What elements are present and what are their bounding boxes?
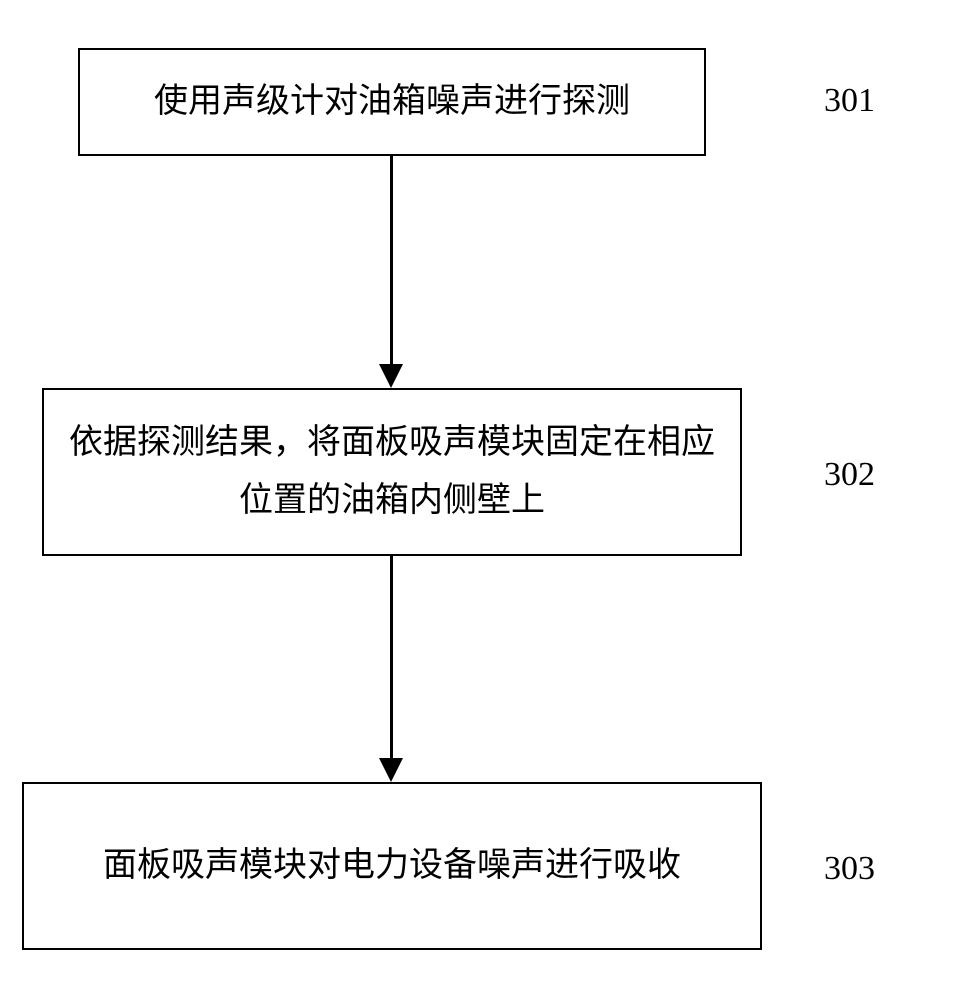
arrow-2-line <box>390 556 393 762</box>
flowchart-step-2: 依据探测结果，将面板吸声模块固定在相应位置的油箱内侧壁上 <box>42 388 742 556</box>
arrow-1-head <box>379 364 403 388</box>
arrow-1-line <box>390 156 393 368</box>
step-2-label: 302 <box>824 456 875 494</box>
arrow-2-head <box>379 758 403 782</box>
step-3-text: 面板吸声模块对电力设备噪声进行吸收 <box>103 837 681 895</box>
step-2-text: 依据探测结果，将面板吸声模块固定在相应位置的油箱内侧壁上 <box>64 414 720 530</box>
step-1-label: 301 <box>824 82 875 120</box>
step-3-label: 303 <box>824 850 875 888</box>
flowchart-container: 使用声级计对油箱噪声进行探测 301 依据探测结果，将面板吸声模块固定在相应位置… <box>0 0 962 1000</box>
step-1-text: 使用声级计对油箱噪声进行探测 <box>154 73 630 131</box>
flowchart-step-1: 使用声级计对油箱噪声进行探测 <box>78 48 706 156</box>
flowchart-step-3: 面板吸声模块对电力设备噪声进行吸收 <box>22 782 762 950</box>
